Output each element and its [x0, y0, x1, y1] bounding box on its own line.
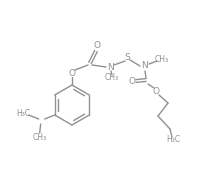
- Text: CH₃: CH₃: [33, 132, 47, 141]
- Text: N: N: [107, 63, 113, 72]
- Text: H₃C: H₃C: [166, 135, 180, 145]
- Text: CH₃: CH₃: [105, 74, 119, 83]
- Text: O: O: [128, 76, 135, 85]
- Text: O: O: [153, 87, 159, 96]
- Text: S: S: [124, 53, 130, 63]
- Text: O: O: [69, 68, 76, 77]
- Text: N: N: [141, 61, 147, 70]
- Text: CH₃: CH₃: [155, 55, 169, 64]
- Text: H₃C: H₃C: [17, 109, 31, 119]
- Text: O: O: [94, 42, 100, 51]
